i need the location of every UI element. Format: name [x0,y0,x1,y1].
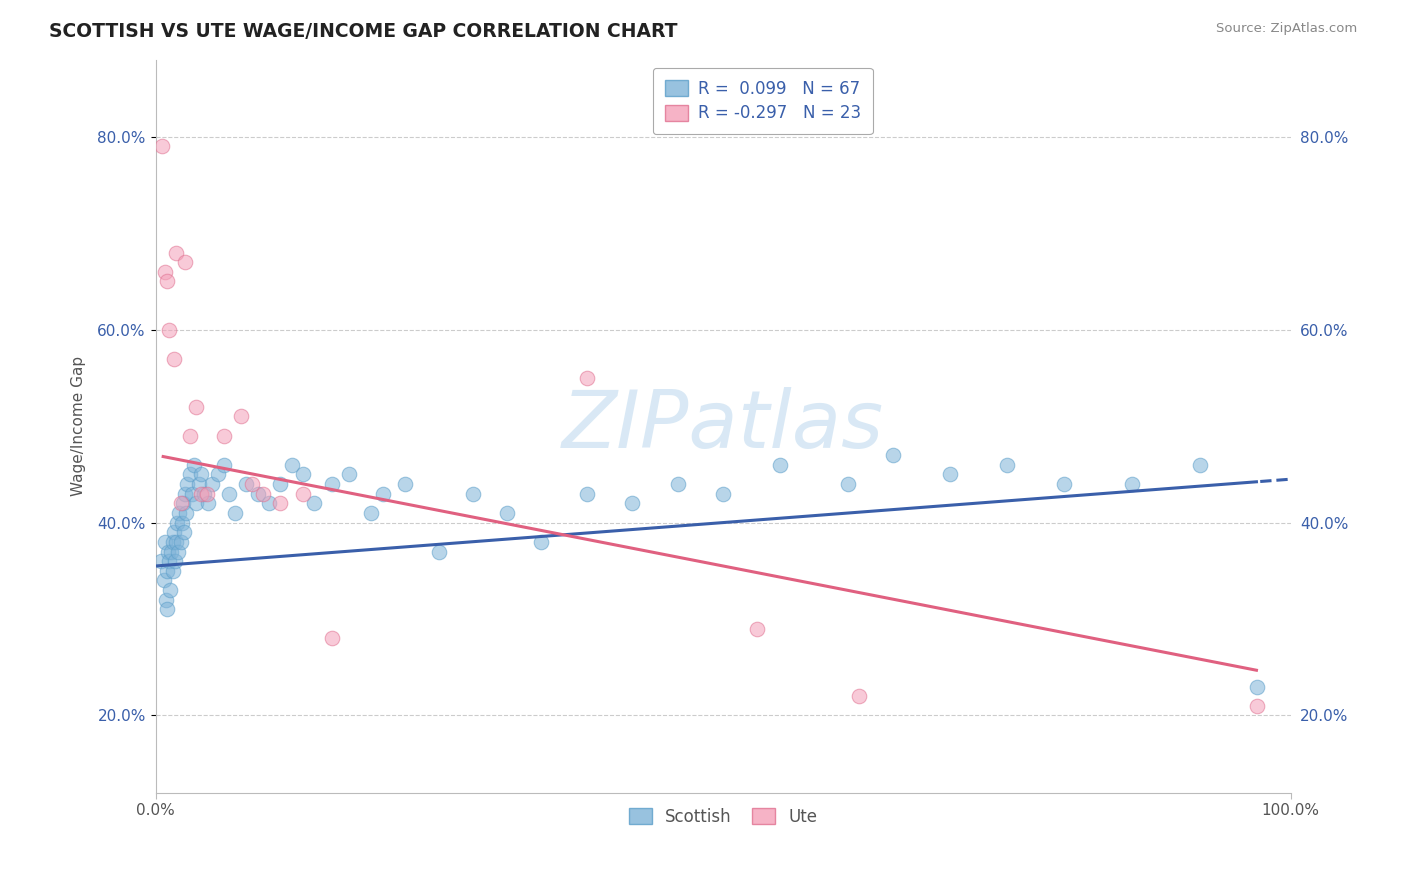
Point [463,486,485,500]
Point [166,516,188,530]
Point [427,544,450,558]
Point [1052,477,1074,491]
Point [304,496,326,510]
Point [183,458,205,472]
Point [190,467,212,482]
Point [530,534,553,549]
Point [157,554,180,568]
Point [160,544,183,558]
Point [179,467,201,482]
Point [371,486,394,500]
Point [173,525,195,540]
Point [156,564,179,578]
Point [167,544,190,558]
Point [156,602,179,616]
Point [169,506,191,520]
Point [180,486,202,500]
Point [165,245,187,260]
Text: ZIPatlas: ZIPatlas [562,387,884,465]
Point [1246,680,1268,694]
Point [169,496,191,510]
Point [197,496,219,510]
Point [169,534,191,549]
Point [187,477,209,491]
Point [321,632,343,646]
Point [337,467,360,482]
Point [575,371,598,385]
Point [179,429,201,443]
Point [257,496,280,510]
Text: SCOTTISH VS UTE WAGE/INCOME GAP CORRELATION CHART: SCOTTISH VS UTE WAGE/INCOME GAP CORRELAT… [49,22,678,41]
Point [240,477,263,491]
Point [162,564,184,578]
Point [321,477,343,491]
Point [212,429,235,443]
Point [711,486,734,500]
Point [201,477,224,491]
Point [157,544,180,558]
Point [769,458,792,472]
Point [190,486,212,500]
Point [882,448,904,462]
Text: Source: ZipAtlas.com: Source: ZipAtlas.com [1216,22,1357,36]
Point [174,486,197,500]
Point [218,486,240,500]
Point [159,583,181,598]
Point [163,554,186,568]
Point [170,516,193,530]
Point [496,506,519,520]
Point [165,534,187,549]
Point [1246,698,1268,713]
Point [360,506,382,520]
Point [1188,458,1211,472]
Point [193,486,215,500]
Point [157,323,180,337]
Y-axis label: Wage/Income Gap: Wage/Income Gap [72,356,86,496]
Point [186,400,208,414]
Legend: Scottish, Ute: Scottish, Ute [619,797,828,836]
Point [1121,477,1143,491]
Point [621,496,644,510]
Point [150,139,173,153]
Point [269,496,291,510]
Point [292,486,315,500]
Point [269,477,291,491]
Point [939,467,962,482]
Point [995,458,1018,472]
Point [246,486,269,500]
Point [666,477,689,491]
Point [186,496,208,510]
Point [174,506,197,520]
Point [224,506,246,520]
Point [153,534,176,549]
Point [163,351,186,366]
Point [212,458,235,472]
Point [163,525,186,540]
Point [207,467,229,482]
Point [281,458,304,472]
Point [252,486,274,500]
Point [153,265,176,279]
Point [155,592,177,607]
Point [292,467,315,482]
Point [229,409,252,424]
Point [195,486,218,500]
Point [150,554,173,568]
Point [152,574,174,588]
Point [156,275,179,289]
Point [172,496,194,510]
Point [162,534,184,549]
Point [174,255,197,269]
Point [235,477,257,491]
Point [848,689,870,703]
Point [394,477,416,491]
Point [837,477,859,491]
Point [747,622,769,636]
Point [176,477,198,491]
Point [575,486,598,500]
